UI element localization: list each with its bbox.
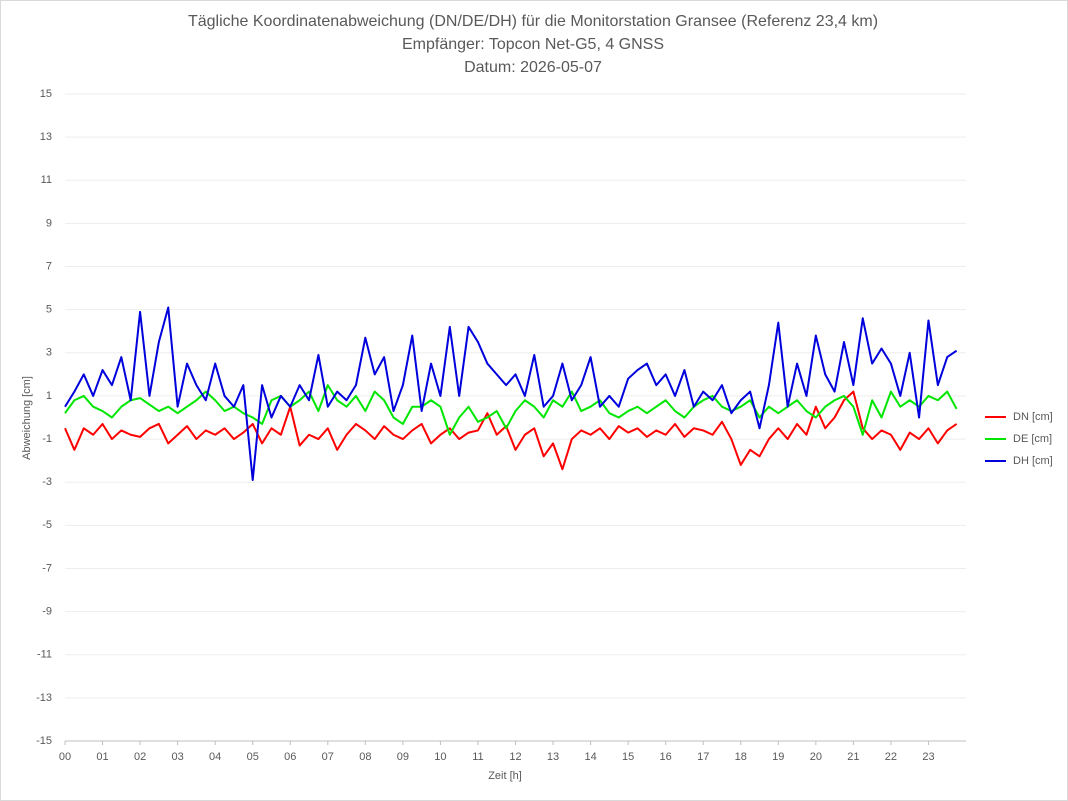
x-tick-label: 01 <box>96 751 108 763</box>
y-tick-label: -13 <box>36 692 52 704</box>
y-tick-label: -15 <box>36 735 52 747</box>
x-tick-label: 06 <box>284 751 296 763</box>
x-tick-label: 04 <box>209 751 221 763</box>
y-tick-label: 1 <box>46 390 52 402</box>
data-line <box>64 384 958 436</box>
chart-subtitle: Datum: 2026-05-07 <box>464 59 602 76</box>
data-line <box>64 306 958 482</box>
x-tick-label: 02 <box>134 751 146 763</box>
x-tick-label: 13 <box>547 751 559 763</box>
x-tick-label: 14 <box>584 751 596 763</box>
data-line <box>64 390 958 471</box>
x-tick-label: 08 <box>359 751 371 763</box>
x-tick-label: 16 <box>660 751 672 763</box>
y-tick-label: -9 <box>42 606 52 618</box>
x-tick-label: 17 <box>697 751 709 763</box>
x-tick-label: 23 <box>922 751 934 763</box>
x-tick-label: 19 <box>772 751 784 763</box>
x-tick-label: 22 <box>885 751 897 763</box>
y-tick-label: -11 <box>37 649 52 661</box>
y-tick-label: 5 <box>46 304 52 316</box>
x-tick-label: 12 <box>509 751 521 763</box>
x-tick-label: 21 <box>847 751 859 763</box>
x-tick-label: 09 <box>397 751 409 763</box>
y-tick-label: 3 <box>46 347 52 359</box>
y-tick-label: 7 <box>46 260 52 272</box>
y-axis-label: Abweichung [cm] <box>21 376 33 460</box>
y-tick-label: -1 <box>42 433 52 445</box>
y-tick-label: 9 <box>46 217 52 229</box>
x-tick-label: 03 <box>172 751 184 763</box>
chart-title: Tägliche Koordinatenabweichung (DN/DE/DH… <box>188 13 878 30</box>
x-tick-label: 15 <box>622 751 634 763</box>
legend-label: DN [cm] <box>1013 411 1053 423</box>
x-tick-label: 00 <box>59 751 71 763</box>
chart-subtitle: Empfänger: Topcon Net-G5, 4 GNSS <box>402 36 664 53</box>
y-tick-label: 11 <box>41 174 52 186</box>
x-tick-label: 05 <box>247 751 259 763</box>
x-tick-label: 20 <box>810 751 822 763</box>
legend-label: DE [cm] <box>1013 433 1052 445</box>
y-tick-label: -5 <box>42 519 52 531</box>
y-tick-label: 15 <box>40 88 52 100</box>
y-tick-label: -3 <box>42 476 52 488</box>
x-tick-label: 11 <box>472 751 483 763</box>
y-tick-label: -7 <box>42 562 52 574</box>
x-tick-label: 18 <box>735 751 747 763</box>
y-tick-label: 13 <box>40 131 52 143</box>
x-tick-label: 10 <box>434 751 446 763</box>
x-tick-label: 07 <box>322 751 334 763</box>
x-axis-label: Zeit [h] <box>488 770 522 782</box>
legend-label: DH [cm] <box>1013 455 1053 467</box>
